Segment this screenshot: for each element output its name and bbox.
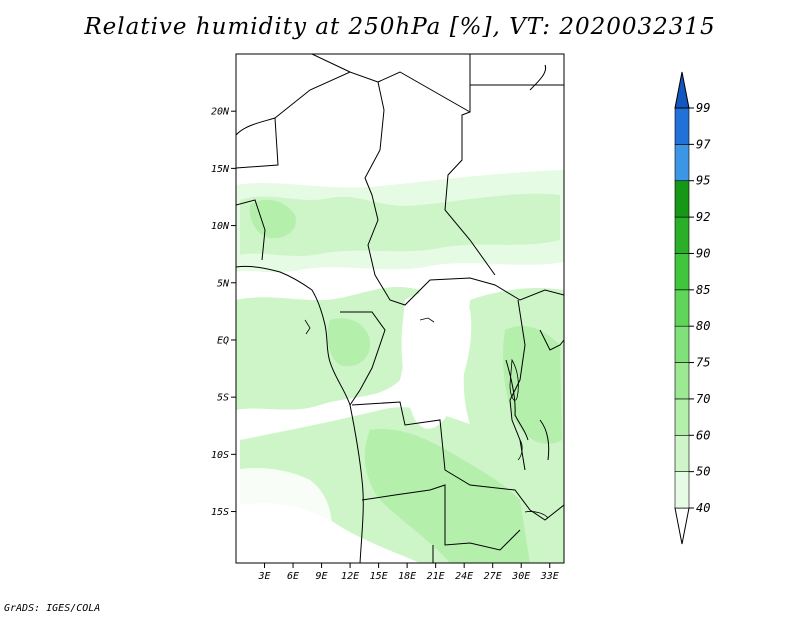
lat-tick-label: 5N [217, 278, 230, 289]
colorbar-label: 50 [696, 465, 710, 479]
colorbar-segment [674, 289, 690, 327]
lat-tick-label: EQ [217, 335, 229, 346]
dry-area-southwest [236, 468, 332, 563]
lakes [304, 317, 549, 519]
lon-tick-label: 12E [341, 571, 359, 582]
colorbar-top-arrow [674, 71, 690, 109]
lat-tick-label: 10S [211, 450, 229, 461]
colorbar-segment [674, 107, 690, 145]
colorbar-segment [674, 216, 690, 254]
map-frame [235, 53, 565, 564]
lon-tick-label: 21E [427, 571, 445, 582]
lon-tick-label: 6E [287, 571, 299, 582]
lat-tick-label: 10N [211, 221, 230, 232]
humidity-core-west [327, 318, 371, 367]
humidity-band-north-inner [240, 193, 560, 256]
colorbar-segment [674, 362, 690, 400]
colorbar-label: 75 [696, 356, 710, 370]
colorbar-label: 90 [696, 246, 710, 260]
lat-tick-label: 20N [211, 107, 230, 118]
humidity-core-east [503, 325, 562, 444]
lon-tick-label: 33E [540, 571, 559, 582]
colorbar-label: 99 [696, 101, 710, 115]
lon-tick-label: 30E [511, 571, 530, 582]
lat-tick-label: 15S [211, 507, 229, 518]
colorbar-segment [674, 325, 690, 363]
humidity-core-north [249, 199, 296, 239]
lon-tick-label: 27E [484, 571, 502, 582]
colorbar-label: 95 [696, 174, 710, 188]
colorbar-segment [674, 180, 690, 218]
colorbar-segment [674, 434, 690, 472]
colorbar-label: 70 [696, 392, 710, 406]
colorbar-label: 60 [696, 428, 710, 442]
dry-area-central [401, 291, 472, 429]
latitude-axis: 20N 15N 10N 5N EQ 5S 10S 15S [211, 107, 236, 518]
lon-tick-label: 18E [398, 571, 416, 582]
lon-tick-label: 15E [370, 571, 388, 582]
colorbar-bottom-arrow [674, 507, 690, 545]
colorbar-segment [674, 144, 690, 182]
colorbar-label: 40 [696, 501, 710, 515]
colorbar-segment [674, 253, 690, 291]
lon-tick-label: 24E [455, 571, 473, 582]
colorbar-label: 85 [696, 283, 710, 297]
lon-tick-label: 3E [257, 571, 270, 582]
coastlines-borders [236, 54, 564, 563]
colorbar-label: 80 [696, 319, 710, 333]
grads-credit: GrADS: IGES/COLA [4, 603, 101, 614]
colorbar: 40 50 60 70 75 80 85 90 92 95 97 99 [674, 71, 711, 545]
lat-tick-label: 15N [211, 164, 230, 175]
humidity-core-south [364, 429, 530, 563]
lat-tick-label: 5S [217, 393, 229, 404]
colorbar-label: 92 [696, 210, 710, 224]
humidity-field [236, 54, 564, 563]
chart-title: Relative humidity at 250hPa [%], VT: 202… [84, 14, 716, 40]
longitude-axis: 3E 6E 9E 12E 15E 18E 21E 24E 27E 30E 33E [257, 563, 559, 582]
lon-tick-label: 9E [316, 571, 328, 582]
colorbar-segment [674, 471, 690, 509]
colorbar-label: 97 [696, 137, 711, 151]
colorbar-segment [674, 398, 690, 436]
